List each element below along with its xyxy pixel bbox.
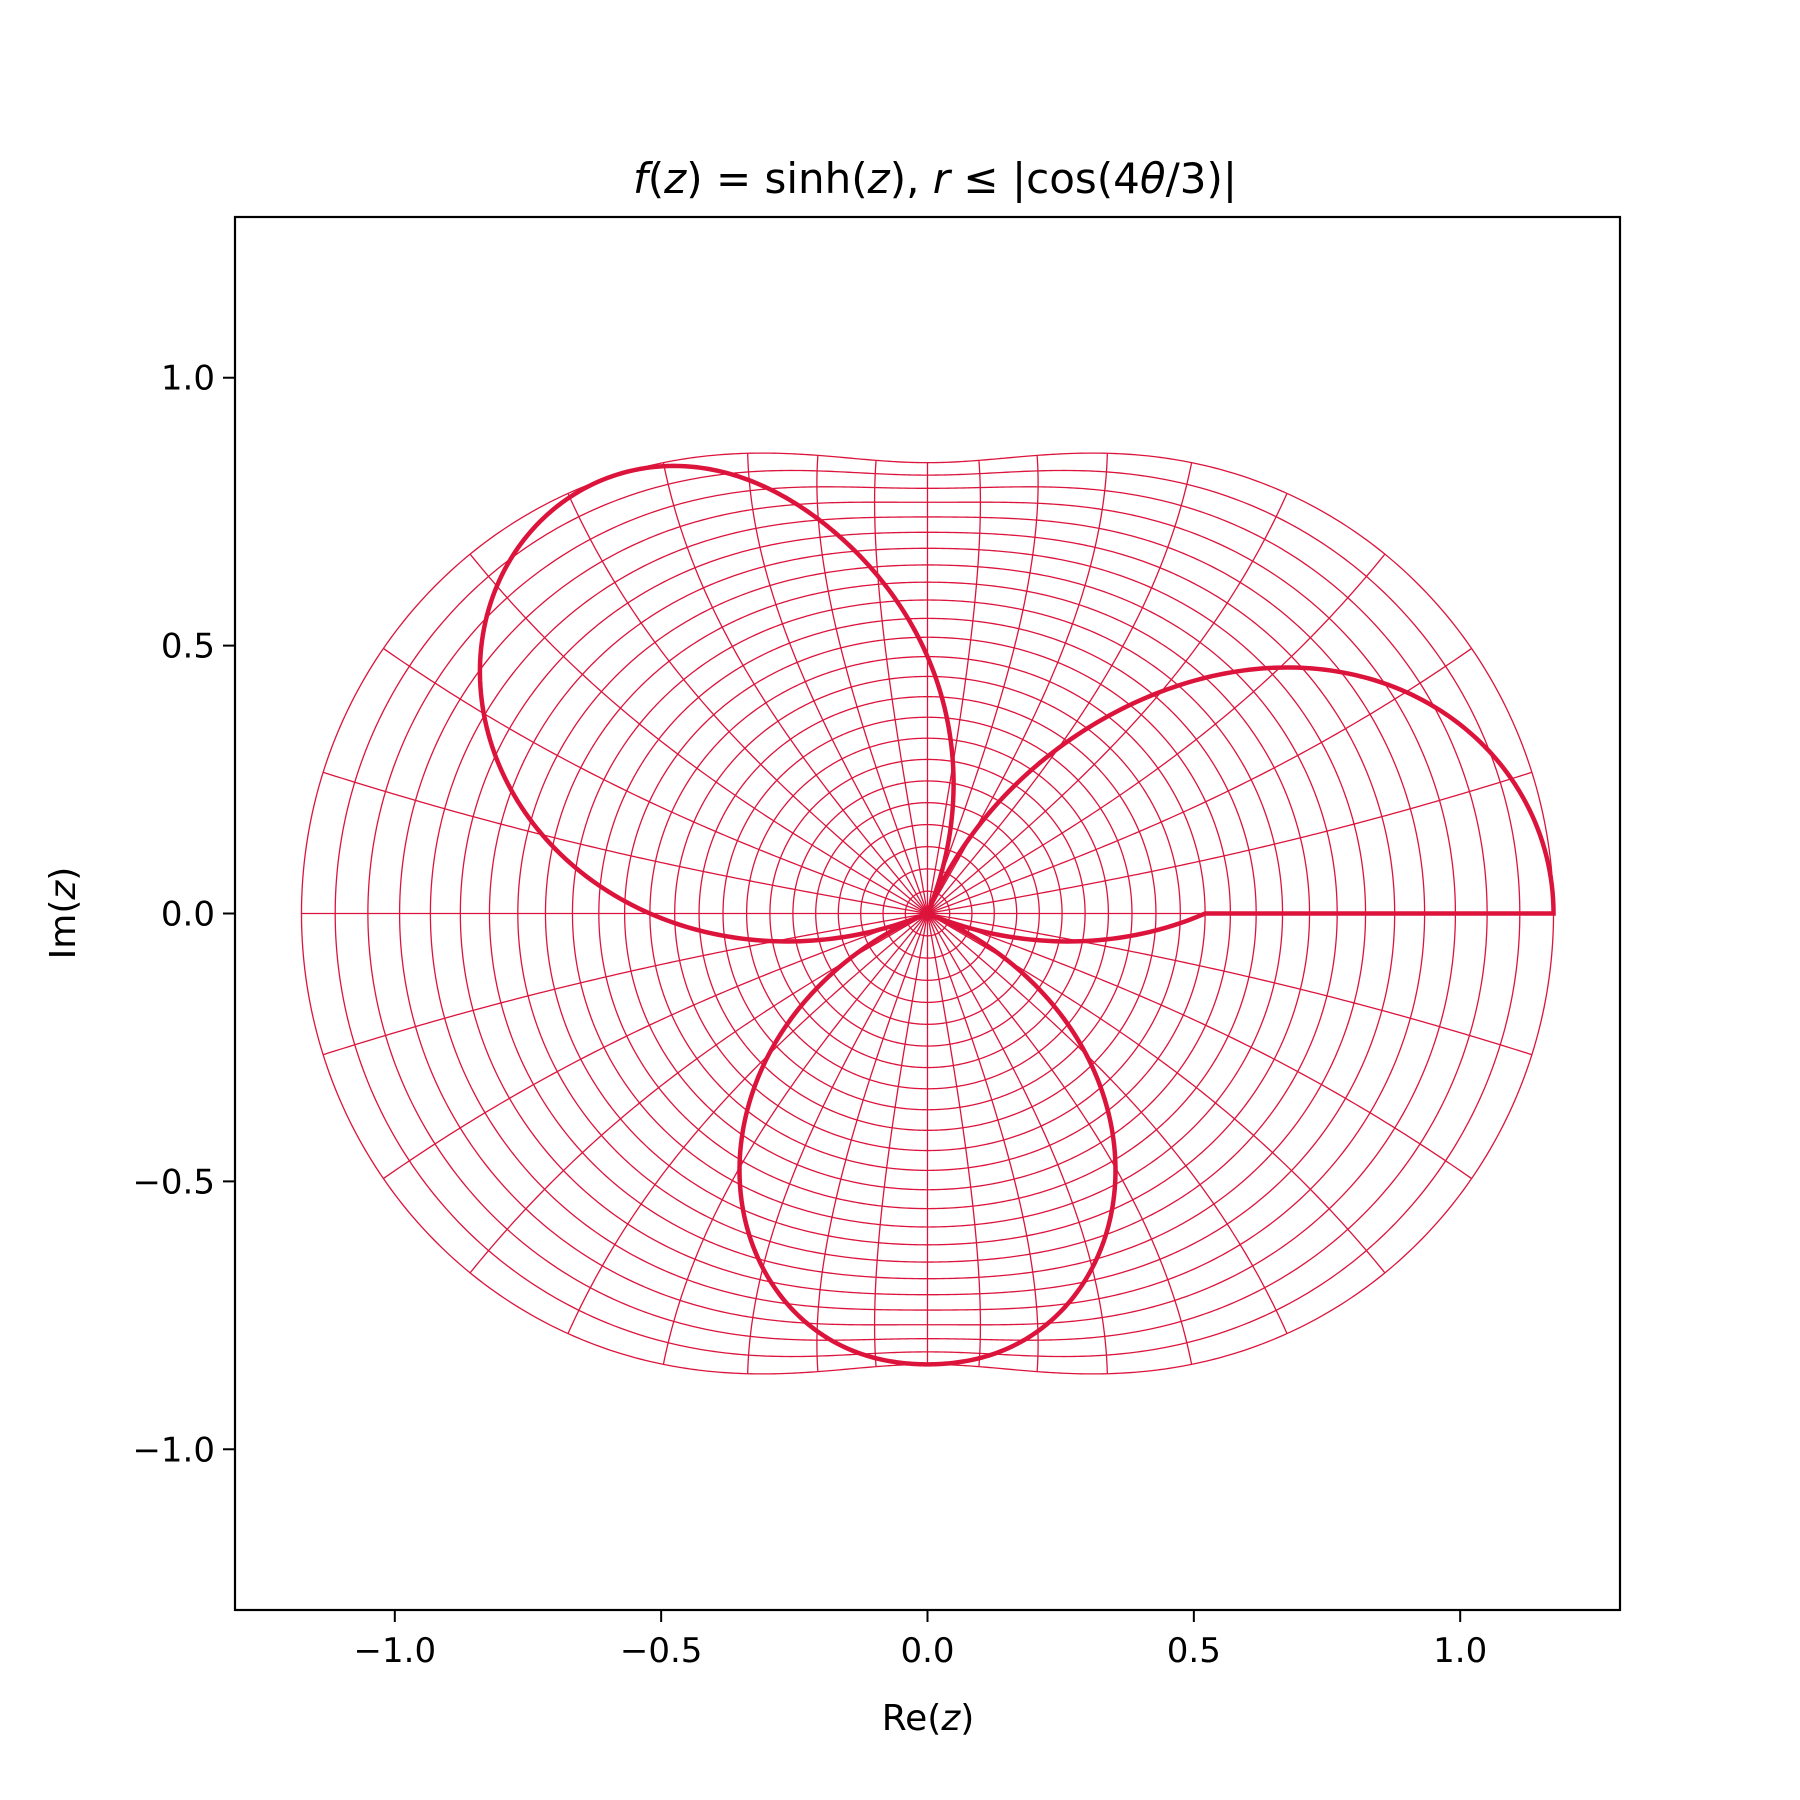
grid-spoke-image [383, 912, 928, 1180]
x-tick-label: 1.0 [1433, 1631, 1487, 1671]
title-theta: θ [1140, 154, 1166, 203]
plot-area [300, 452, 1556, 1375]
title-tail: /3)| [1166, 154, 1237, 203]
grid-spoke-image [322, 771, 928, 915]
y-tick-label: 0.0 [161, 895, 215, 935]
grid-spoke-image [927, 913, 1193, 1365]
grid-spoke-image [873, 460, 929, 914]
x-tick-label: 0.0 [900, 1631, 954, 1671]
grid-spoke-image [926, 455, 1039, 914]
y-axis-label: Im(z) [43, 867, 84, 960]
y-axis-label-prefix: Im( [43, 900, 84, 960]
grid-spoke-image [927, 912, 1533, 1056]
x-tick-label: −1.0 [354, 1631, 437, 1671]
grid-spoke-image [927, 647, 1472, 915]
grid-spoke-image [747, 453, 929, 914]
grid-spoke-image [567, 913, 928, 1334]
y-axis-label-suffix: ) [43, 867, 84, 881]
chart-title: f(z) = sinh(z), r ≤ |cos(4θ/3)| [633, 154, 1237, 203]
grid-spoke-image [662, 462, 928, 914]
title-z2: z [867, 154, 891, 203]
grid-spoke-image [926, 913, 1039, 1372]
grid-spoke-image [469, 553, 928, 915]
y-tick-label: 0.5 [161, 627, 215, 667]
grid-spoke-image [927, 493, 1288, 914]
title-eq: ) = sinh( [686, 154, 867, 203]
y-tick-label: −0.5 [132, 1162, 215, 1202]
y-tick-label: 1.0 [161, 359, 215, 399]
grid-spoke-image [926, 460, 982, 914]
x-tick-label: −0.5 [620, 1631, 703, 1671]
y-tick-label: −1.0 [132, 1430, 215, 1470]
grid-spoke-image [926, 913, 1108, 1374]
y-axis-label-var: z [43, 880, 84, 901]
x-axis-label: Re(z) [882, 1698, 975, 1739]
grid-spoke-image [747, 913, 929, 1374]
polar-grid-image [300, 452, 1555, 1375]
grid-spoke-image [816, 913, 929, 1372]
grid-spoke-image [322, 912, 928, 1056]
title-z1: z [663, 154, 687, 203]
boundary-curve [477, 463, 1556, 1367]
x-axis-label-suffix: ) [960, 1698, 974, 1739]
grid-spoke-image [567, 493, 928, 914]
boundary-image [477, 463, 1556, 1367]
y-axis: −1.0 −0.5 0.0 0.5 1.0 [132, 359, 235, 1470]
grid-spoke-image [927, 462, 1193, 914]
x-axis-label-var: z [940, 1698, 961, 1739]
grid-spoke-image [927, 553, 1386, 915]
title-sep: ), [890, 154, 933, 203]
grid-spoke-image [662, 913, 928, 1365]
title-open: ( [648, 154, 664, 203]
grid-spoke-image [873, 913, 929, 1367]
title-le: ≤ |cos(4 [950, 154, 1140, 203]
grid-spoke-image [927, 912, 1472, 1180]
grid-spoke-image [926, 913, 982, 1367]
grid-spoke-image [927, 771, 1533, 915]
x-tick-label: 0.5 [1167, 1631, 1221, 1671]
x-axis-label-prefix: Re( [882, 1698, 942, 1739]
grid-spoke-image [927, 913, 1288, 1334]
title-r: r [933, 154, 953, 203]
x-axis: −1.0 −0.5 0.0 0.5 1.0 [354, 1610, 1487, 1671]
